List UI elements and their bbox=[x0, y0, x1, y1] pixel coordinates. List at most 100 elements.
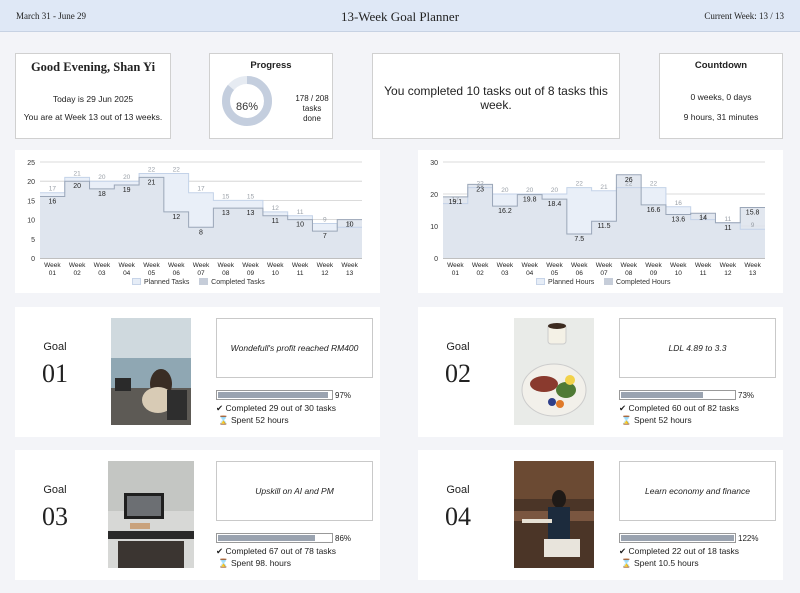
goal-progress-bar bbox=[216, 390, 333, 400]
y-tick-label: 10 bbox=[27, 218, 35, 225]
data-label: 16 bbox=[675, 200, 683, 207]
week-status: You are at Week 13 out of 13 weeks. bbox=[23, 112, 163, 122]
data-label: 20 bbox=[501, 187, 509, 194]
goal-label: Goal bbox=[446, 484, 470, 496]
goal-progress-fill bbox=[621, 535, 734, 541]
x-tick-label: Week bbox=[242, 262, 259, 269]
goal-label: Goal bbox=[43, 341, 67, 353]
goal-completed: ✔ Completed 22 out of 18 tasks bbox=[619, 546, 740, 556]
data-label: 11 bbox=[272, 218, 279, 225]
goal-title-box: Upskill on AI and PM bbox=[216, 461, 373, 521]
x-tick-label: 09 bbox=[247, 270, 255, 277]
x-tick-label: 12 bbox=[321, 270, 329, 277]
goal-card-01[interactable]: Goal 01 Wondefull's profit reached RM400… bbox=[15, 307, 380, 437]
progress-title: Progress bbox=[250, 60, 292, 71]
data-label: 15 bbox=[247, 193, 255, 200]
data-label: 14 bbox=[699, 215, 707, 222]
data-label: 11 bbox=[724, 225, 731, 232]
data-label: 7 bbox=[323, 233, 327, 240]
goal-card-03[interactable]: Goal 03 Upskill on AI and PM 86% ✔ Compl… bbox=[15, 450, 380, 580]
data-label: 7.5 bbox=[574, 236, 584, 243]
data-label: 22 bbox=[148, 167, 156, 174]
goal-image-woman-reading bbox=[111, 318, 191, 425]
hours-chart-card: 0 10 20 30 17 22 20 20 20 22 21 22 22 16 12 11 9 19.1 23 16… bbox=[418, 150, 783, 293]
data-label: 13 bbox=[222, 210, 230, 217]
current-week: Current Week: 13 / 13 bbox=[704, 11, 784, 21]
data-label: 10 bbox=[346, 222, 354, 229]
data-label: 8 bbox=[348, 220, 352, 227]
data-label: 11.5 bbox=[597, 223, 610, 230]
data-label: 26 bbox=[625, 177, 633, 184]
x-tick-label: 06 bbox=[576, 270, 584, 277]
data-label: 16.2 bbox=[498, 208, 512, 215]
goal-label: Goal bbox=[43, 484, 67, 496]
goal-title-box: Wondefull's profit reached RM400 bbox=[216, 318, 373, 378]
data-label: 21 bbox=[74, 170, 82, 177]
data-label: 11 bbox=[297, 209, 304, 216]
legend-planned-tasks: Planned Tasks bbox=[144, 279, 190, 286]
data-label: 9 bbox=[323, 216, 327, 223]
x-tick-label: Week bbox=[472, 262, 489, 269]
x-tick-label: 11 bbox=[700, 270, 707, 277]
x-tick-label: 05 bbox=[148, 270, 156, 277]
goal-title: Wondefull's profit reached RM400 bbox=[230, 343, 359, 353]
data-label: 23 bbox=[476, 186, 484, 193]
x-tick-label: 07 bbox=[600, 270, 608, 277]
x-tick-label: 08 bbox=[222, 270, 230, 277]
x-tick-label: 07 bbox=[197, 270, 205, 277]
legend-completed-tasks: Completed Tasks bbox=[211, 279, 265, 286]
x-tick-label: 05 bbox=[551, 270, 559, 277]
data-label: 20 bbox=[73, 183, 81, 190]
x-tick-label: Week bbox=[497, 262, 514, 269]
data-label: 15.8 bbox=[746, 209, 760, 216]
data-label: 9 bbox=[751, 222, 755, 229]
tasks-chart-card: 0 5 10 15 20 25 17 21 20 20 22 22 17 15 15 12 11 9 8 16 20 18… bbox=[15, 150, 380, 293]
data-label: 20 bbox=[123, 174, 131, 181]
data-label: 13 bbox=[247, 210, 255, 217]
legend-swatch-completed-hours bbox=[604, 278, 614, 285]
goal-completed: ✔ Completed 60 out of 82 tasks bbox=[619, 403, 740, 413]
data-label: 22 bbox=[477, 181, 485, 188]
x-tick-label: 04 bbox=[123, 270, 131, 277]
goal-progress-fill bbox=[218, 535, 315, 541]
goal-progress-bar bbox=[619, 533, 736, 543]
data-label: 21 bbox=[600, 184, 608, 191]
goal-card-04[interactable]: Goal 04 Learn economy and finance 122% ✔… bbox=[418, 450, 783, 580]
x-tick-label: 08 bbox=[625, 270, 633, 277]
hours-legend: Planned Hours Completed Hours bbox=[536, 278, 671, 286]
x-tick-label: Week bbox=[621, 262, 638, 269]
x-tick-label: Week bbox=[118, 262, 135, 269]
legend-swatch-planned bbox=[132, 278, 141, 285]
legend-completed-hours: Completed Hours bbox=[616, 279, 671, 286]
goal-image-library bbox=[514, 461, 594, 568]
y-tick-label: 5 bbox=[31, 237, 35, 244]
goal-image-desk bbox=[108, 461, 194, 568]
data-label: 10 bbox=[296, 222, 304, 229]
goal-number: 02 bbox=[445, 359, 471, 388]
greeting-title: Good Evening, Shan Yi bbox=[30, 60, 156, 74]
x-tick-label: 02 bbox=[74, 270, 82, 277]
x-tick-label: 01 bbox=[49, 270, 57, 277]
goal-number: 03 bbox=[42, 502, 68, 531]
countdown-days: 0 weeks, 0 days bbox=[690, 92, 752, 102]
data-label: 21 bbox=[148, 179, 156, 186]
series-line-0 bbox=[40, 173, 362, 228]
goal-title-box: LDL 4.89 to 3.3 bbox=[619, 318, 776, 378]
data-label: 18 bbox=[98, 191, 106, 198]
goal-card-02[interactable]: Goal 02 LDL 4.89 to 3.3 73% ✔ Completed … bbox=[418, 307, 783, 437]
legend-planned-hours: Planned Hours bbox=[548, 279, 595, 286]
countdown-card: Countdown 0 weeks, 0 days 9 hours, 31 mi… bbox=[659, 53, 783, 139]
goal-title: LDL 4.89 to 3.3 bbox=[668, 343, 727, 353]
greeting-card: Good Evening, Shan Yi Today is 29 Jun 20… bbox=[15, 53, 171, 139]
x-tick-label: Week bbox=[218, 262, 235, 269]
series-area-1 bbox=[40, 177, 362, 258]
data-label: 22 bbox=[650, 181, 658, 188]
data-label: 20 bbox=[526, 187, 534, 194]
data-label: 18.4 bbox=[548, 201, 562, 208]
x-tick-label: Week bbox=[341, 262, 358, 269]
x-tick-label: 11 bbox=[297, 270, 304, 277]
x-tick-label: Week bbox=[143, 262, 160, 269]
x-tick-label: Week bbox=[521, 262, 538, 269]
